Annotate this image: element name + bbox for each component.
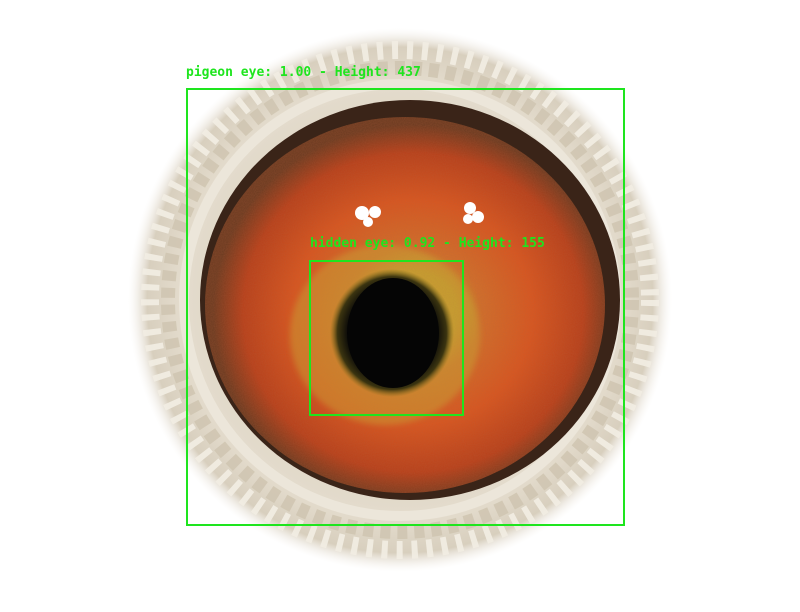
hidden-eye-label: hidden eye: 0.92 - Height: 155 xyxy=(310,236,545,251)
hidden-eye-bounding-box xyxy=(309,260,464,416)
pigeon-eye-bounding-box xyxy=(186,88,625,526)
light-reflections xyxy=(355,202,484,227)
pupil xyxy=(330,269,454,397)
pigeon-eye-label: pigeon eye: 1.00 - Height: 437 xyxy=(186,65,421,80)
